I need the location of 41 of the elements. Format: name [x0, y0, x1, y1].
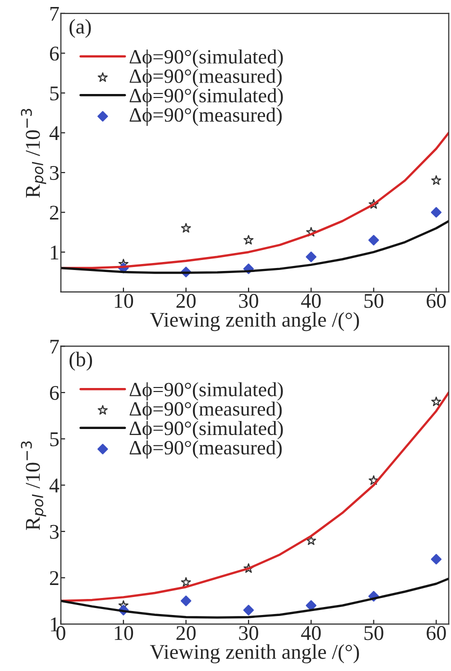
annotation: (a)	[70, 18, 91, 38]
y-tick-label: 1	[50, 618, 58, 632]
legend-label: Δϕ=90°(measured)	[130, 402, 282, 420]
y-tick-label: 3	[50, 524, 59, 539]
y-tick-label: 7	[50, 340, 59, 354]
x-tick-label: 20	[176, 626, 196, 640]
x-axis-title: Viewing zenith angle /(°)	[150, 312, 359, 332]
x-tick-label: 20	[176, 294, 196, 308]
annotation: (b)	[70, 352, 92, 371]
x-tick-label: 40	[301, 294, 321, 308]
y-tick-label: 4	[49, 478, 60, 492]
x-tick-label: 10	[114, 626, 134, 640]
x-tick-label: 50	[364, 294, 384, 308]
x-tick-label: 40	[301, 626, 321, 640]
y-axis-title: R$_{pol}$ /10$^{−3}$	[20, 108, 46, 198]
legend-label: Δϕ=90°(simulated)	[130, 88, 283, 106]
y-axis-title: R$_{pol}$ /10$^{−3}$	[20, 441, 46, 530]
legend-label: Δϕ=90°(simulated)	[130, 49, 283, 68]
y-tick-label: 7	[50, 7, 59, 21]
y-tick-label: 4	[49, 126, 60, 140]
y-tick-label: 6	[50, 46, 59, 61]
y-tick-label: 2	[50, 206, 58, 220]
legend-label: Δϕ=90°(measured)	[130, 440, 282, 459]
x-tick-label: 50	[364, 626, 384, 640]
x-tick-label: 30	[239, 294, 258, 308]
legend-label: Δϕ=90°(measured)	[130, 68, 282, 88]
y-tick-label: 5	[50, 86, 59, 100]
x-tick-label: 60	[426, 626, 446, 640]
x-tick-label: 60	[426, 294, 446, 308]
y-tick-label: 3	[50, 166, 59, 180]
legend-label: Δϕ=90°(simulated)	[130, 420, 283, 440]
y-tick-label: 1	[50, 246, 58, 260]
x-tick-label: 0	[56, 626, 66, 640]
y-tick-label: 2	[50, 571, 58, 585]
x-tick-label: 30	[239, 626, 258, 640]
y-tick-label: 5	[50, 432, 59, 446]
legend-label: Δϕ=90°(simulated)	[130, 382, 283, 400]
x-tick-label: 10	[114, 294, 134, 308]
y-tick-label: 6	[50, 386, 59, 400]
x-axis-title: Viewing zenith angle /(°)	[150, 644, 359, 664]
legend-label: Δϕ=90°(measured)	[130, 108, 282, 126]
